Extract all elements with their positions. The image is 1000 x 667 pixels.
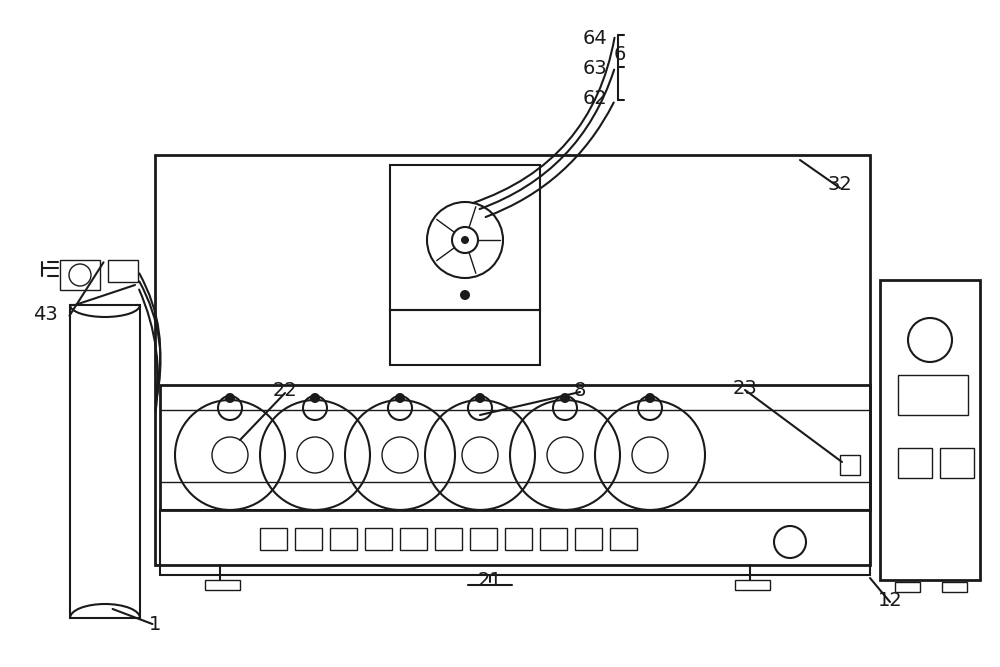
Circle shape bbox=[225, 393, 235, 403]
Bar bbox=[160, 510, 870, 575]
Bar bbox=[60, 260, 100, 290]
Bar bbox=[155, 155, 870, 565]
Bar bbox=[610, 528, 637, 550]
Bar bbox=[390, 165, 540, 310]
Text: 12: 12 bbox=[878, 590, 902, 610]
Text: 6: 6 bbox=[614, 45, 626, 65]
Text: 21: 21 bbox=[478, 570, 502, 590]
Circle shape bbox=[310, 393, 320, 403]
Bar bbox=[390, 310, 540, 365]
Bar bbox=[108, 260, 138, 282]
Text: 23: 23 bbox=[733, 378, 757, 398]
Text: 22: 22 bbox=[273, 380, 297, 400]
Text: 43: 43 bbox=[33, 305, 57, 325]
Bar bbox=[940, 448, 974, 478]
Text: 1: 1 bbox=[149, 616, 161, 634]
Bar bbox=[505, 528, 532, 550]
Bar bbox=[330, 528, 357, 550]
Bar bbox=[470, 528, 497, 550]
Bar bbox=[840, 455, 860, 475]
Circle shape bbox=[560, 393, 570, 403]
Text: 63: 63 bbox=[583, 59, 607, 77]
Circle shape bbox=[645, 393, 655, 403]
Bar bbox=[898, 448, 932, 478]
Bar bbox=[880, 280, 980, 580]
Circle shape bbox=[461, 236, 469, 244]
Bar bbox=[260, 528, 287, 550]
Bar bbox=[942, 582, 967, 592]
Text: 62: 62 bbox=[583, 89, 607, 107]
Bar bbox=[160, 385, 870, 510]
Circle shape bbox=[460, 290, 470, 300]
Bar bbox=[540, 528, 567, 550]
Circle shape bbox=[395, 393, 405, 403]
Bar bbox=[735, 580, 770, 590]
Bar bbox=[365, 528, 392, 550]
Text: 64: 64 bbox=[583, 29, 607, 47]
Bar bbox=[898, 375, 968, 415]
Text: 8: 8 bbox=[574, 380, 586, 400]
Bar bbox=[895, 582, 920, 592]
Bar bbox=[295, 528, 322, 550]
Bar bbox=[400, 528, 427, 550]
Bar bbox=[575, 528, 602, 550]
Bar bbox=[70, 305, 140, 618]
Bar bbox=[435, 528, 462, 550]
Text: 32: 32 bbox=[828, 175, 852, 195]
Bar bbox=[205, 580, 240, 590]
Circle shape bbox=[475, 393, 485, 403]
